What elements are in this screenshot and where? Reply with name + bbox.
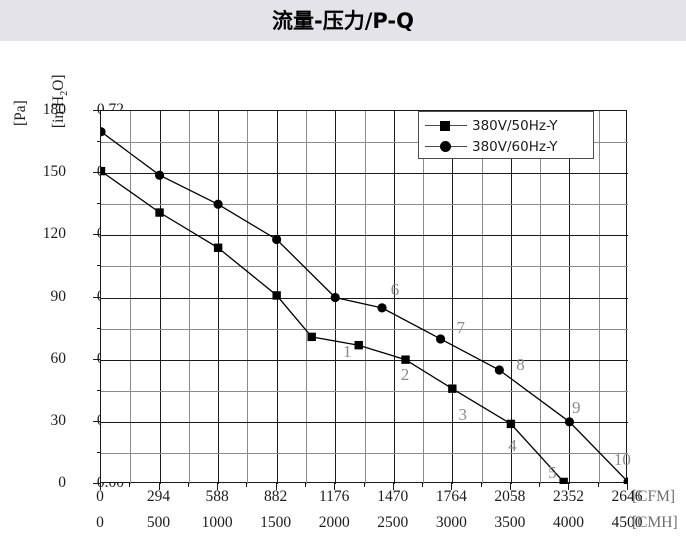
y-tick-label-pa: 60 <box>50 349 67 367</box>
point-annotation: 3 <box>458 404 467 424</box>
y-tick-label-pa: 150 <box>42 163 66 181</box>
x-tick-label-cfm: 294 <box>146 488 171 505</box>
data-point-circle[interactable] <box>564 417 575 427</box>
y-tick-label-pa: 90 <box>50 287 67 305</box>
point-annotation: 9 <box>572 398 581 418</box>
x-tick-label-cmh: 1000 <box>201 514 233 531</box>
data-point-circle[interactable] <box>435 334 446 344</box>
data-point-circle[interactable] <box>494 365 504 375</box>
legend-swatch-square <box>425 119 467 133</box>
x-axis-unit-cfm: [CFM] <box>632 488 676 505</box>
legend-label-0: 380V/50Hz-Y <box>472 117 558 134</box>
x-tick-label-cfm: 2352 <box>552 488 584 505</box>
legend: 380V/50Hz-Y 380V/60Hz-Y <box>418 111 594 159</box>
data-point-square[interactable] <box>213 243 223 252</box>
data-point-circle[interactable] <box>154 170 165 180</box>
y-axis-tick-marks <box>93 110 100 484</box>
point-annotation: 6 <box>390 280 400 300</box>
x-tick-label-cfm: 1176 <box>319 488 350 505</box>
point-annotation: 7 <box>456 317 465 337</box>
x-tick-label-cmh: 1500 <box>260 514 292 531</box>
x-tick-label-cfm: 2646 <box>611 488 643 505</box>
x-tick-label-cfm: 2058 <box>494 488 526 505</box>
y-tick-label-pa: 30 <box>50 411 67 429</box>
y-tick-label-pa: 120 <box>42 225 66 243</box>
data-point-square[interactable] <box>448 384 457 393</box>
x-axis-unit-cmh: [CMH] <box>632 514 678 531</box>
plot-area <box>100 110 628 484</box>
point-annotation: 10 <box>613 450 631 470</box>
y-tick-label-pa: 180 <box>42 101 66 118</box>
x-tick-label-cmh: 500 <box>146 514 171 531</box>
x-tick-label-cfm: 588 <box>205 488 229 505</box>
x-tick-label-cfm: 1764 <box>435 488 467 505</box>
x-tick-label-cmh: 4500 <box>611 514 643 531</box>
x-tick-label-cmh: 2500 <box>377 514 409 531</box>
point-annotation: 1 <box>342 342 352 362</box>
data-point-square[interactable] <box>559 477 568 484</box>
point-annotation: 5 <box>548 462 557 482</box>
data-point-square[interactable] <box>101 166 106 176</box>
x-axis-tick-marks <box>100 483 628 490</box>
point-annotation: 8 <box>516 354 525 374</box>
x-tick-label-cfm: 882 <box>264 488 288 505</box>
series-line <box>101 170 565 483</box>
legend-item-1[interactable]: 380V/60Hz-Y <box>425 136 587 157</box>
data-point-circle[interactable] <box>213 199 223 209</box>
data-point-circle[interactable] <box>377 303 387 313</box>
data-point-circle[interactable] <box>272 234 282 245</box>
legend-item-0[interactable]: 380V/50Hz-Y <box>425 115 587 136</box>
x-tick-label-cmh: 4000 <box>552 514 584 531</box>
data-point-square[interactable] <box>155 208 164 217</box>
data-point-circle[interactable] <box>623 477 628 484</box>
legend-label-1: 380V/60Hz-Y <box>472 138 558 155</box>
data-point-circle[interactable] <box>330 292 340 303</box>
square-marker-icon <box>440 120 450 131</box>
x-tick-label-cmh: 3000 <box>435 514 467 531</box>
data-point-square[interactable] <box>307 332 316 342</box>
y-tick-label-pa: 0 <box>58 474 66 491</box>
x-tick-label-cmh: 0 <box>96 514 104 531</box>
page-title: 流量-压力/P-Q <box>272 9 414 33</box>
data-point-square[interactable] <box>354 340 363 350</box>
point-annotation: 4 <box>508 435 517 455</box>
x-tick-label-cmh: 3500 <box>494 514 526 531</box>
title-band <box>0 0 686 41</box>
data-point-square[interactable] <box>506 419 516 429</box>
data-series-layer <box>101 127 628 484</box>
data-point-square[interactable] <box>401 355 410 364</box>
x-tick-label-cmh: 2000 <box>318 514 350 531</box>
circle-marker-icon <box>440 141 451 152</box>
x-tick-label-cfm: 1470 <box>377 488 409 505</box>
x-tick-label-cfm: 0 <box>96 488 104 505</box>
data-point-square[interactable] <box>272 291 281 300</box>
series-line <box>101 131 628 483</box>
point-annotation: 2 <box>400 365 410 385</box>
legend-swatch-circle <box>425 140 467 154</box>
data-point-circle[interactable] <box>101 127 106 137</box>
